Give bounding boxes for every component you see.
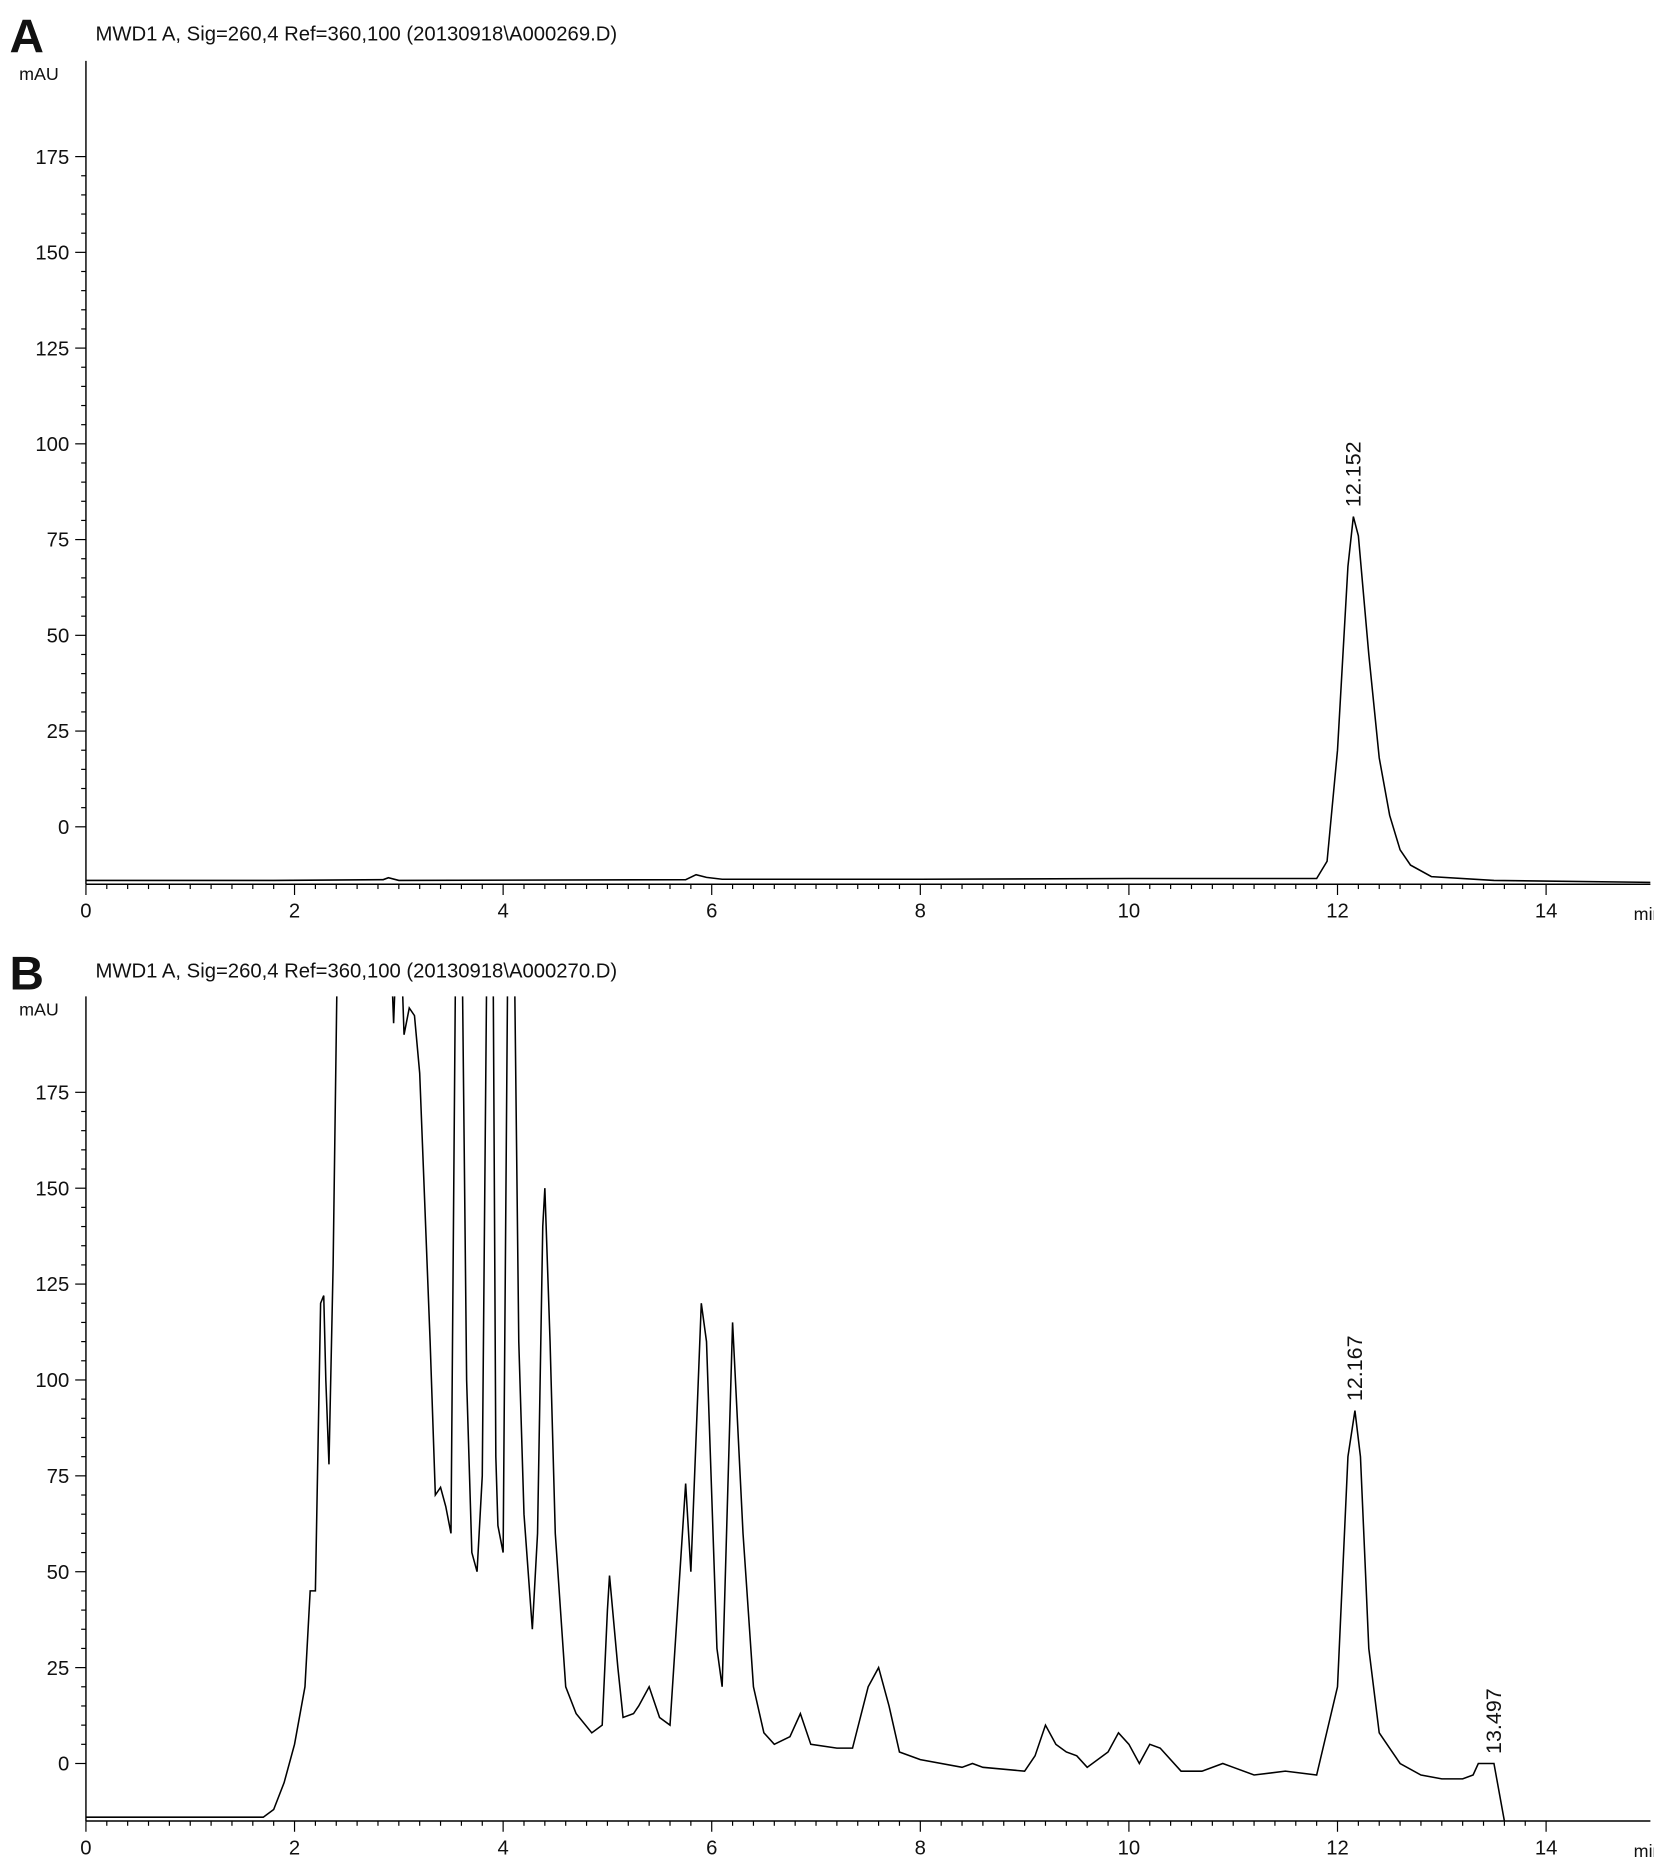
y-tick-label: 125 <box>35 1274 69 1296</box>
y-tick-label: 50 <box>47 1562 70 1584</box>
trace <box>85 996 1506 1822</box>
x-axis-label: min <box>1634 1841 1654 1861</box>
x-axis-label: min <box>1634 904 1654 924</box>
chart-title: MWD1 A, Sig=260,4 Ref=360,100 (20130918\… <box>95 24 617 46</box>
y-axis-label: mAU <box>19 64 59 84</box>
y-tick-label: 150 <box>35 243 69 265</box>
y-tick-label: 0 <box>58 1754 69 1776</box>
y-tick-label: 25 <box>47 1658 70 1680</box>
y-tick-label: 75 <box>47 1466 70 1488</box>
x-tick-label: 4 <box>497 901 508 923</box>
x-tick-label: 8 <box>915 1837 926 1859</box>
y-tick-label: 100 <box>35 1370 69 1392</box>
y-tick-label: 75 <box>47 530 70 552</box>
peak-label: 12.167 <box>1343 1335 1367 1401</box>
y-tick-label: 100 <box>35 434 69 456</box>
x-tick-label: 14 <box>1535 1837 1558 1859</box>
x-tick-label: 10 <box>1118 1837 1141 1859</box>
y-tick-label: 150 <box>35 1178 69 1200</box>
x-tick-label: 12 <box>1326 1837 1349 1859</box>
y-tick-label: 175 <box>35 147 69 169</box>
y-tick-label: 0 <box>58 817 69 839</box>
trace <box>85 516 1651 884</box>
x-tick-label: 0 <box>80 901 91 923</box>
y-tick-label: 50 <box>47 625 70 647</box>
panel-label: B <box>10 947 44 1000</box>
y-axis-label: mAU <box>19 1000 59 1020</box>
x-tick-label: 14 <box>1535 901 1558 923</box>
x-tick-label: 8 <box>915 901 926 923</box>
x-tick-label: 6 <box>706 901 717 923</box>
peak-label: 12.152 <box>1342 441 1366 507</box>
panel-label: A <box>10 11 44 64</box>
peak-label: 13.497 <box>1482 1688 1506 1754</box>
x-tick-label: 0 <box>80 1837 91 1859</box>
x-tick-label: 12 <box>1326 901 1349 923</box>
x-tick-label: 2 <box>289 1837 300 1859</box>
y-tick-label: 25 <box>47 721 70 743</box>
x-tick-label: 10 <box>1118 901 1141 923</box>
x-tick-label: 6 <box>706 1837 717 1859</box>
y-tick-label: 125 <box>35 338 69 360</box>
chart-title: MWD1 A, Sig=260,4 Ref=360,100 (20130918\… <box>95 960 617 982</box>
x-tick-label: 4 <box>497 1837 508 1859</box>
y-tick-label: 175 <box>35 1082 69 1104</box>
x-tick-label: 2 <box>289 901 300 923</box>
